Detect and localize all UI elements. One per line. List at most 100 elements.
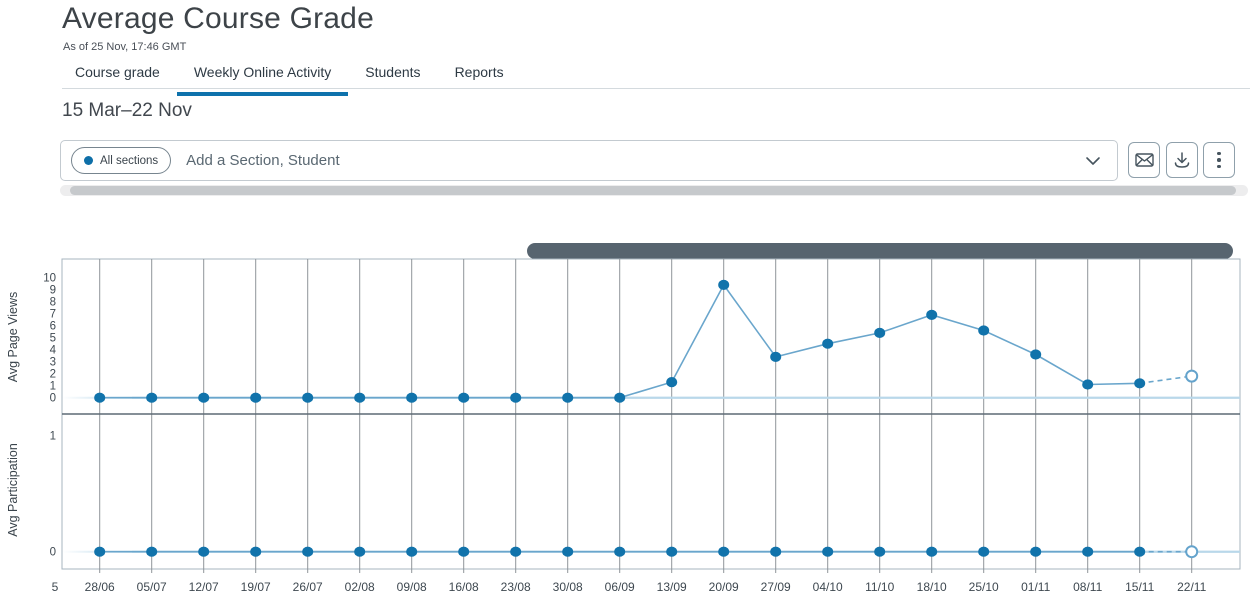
data-point (510, 392, 522, 403)
email-button[interactable] (1128, 142, 1160, 178)
data-point (458, 546, 470, 557)
data-point (458, 392, 470, 403)
data-point (926, 309, 938, 320)
y-tick-label: 3 (50, 357, 56, 369)
x-tick-label: 01/11 (1021, 580, 1050, 594)
x-tick-label: 04/10 (813, 580, 843, 594)
date-range-heading: 15 Mar–22 Nov (62, 100, 192, 121)
x-tick-label: 13/09 (657, 580, 687, 594)
y-axis-title: Avg Page Views (6, 292, 20, 383)
data-point-open (1185, 545, 1199, 559)
charts-area: 0 1 2 3 4 5 6 7 8 9 10 Avg Page Views 0 1 Avg Particip… (0, 255, 1250, 602)
data-point (1030, 546, 1042, 557)
data-point (354, 546, 366, 557)
x-tick-label: 16/08 (449, 580, 479, 594)
y-tick-label: 10 (43, 273, 56, 285)
y-tick-label: 8 (50, 297, 56, 309)
data-point (718, 546, 730, 557)
plot-border-0 (61, 258, 1241, 415)
data-point (770, 546, 782, 557)
y-tick-label: 5 (50, 333, 56, 345)
x-tick-label: 22/11 (1177, 580, 1206, 594)
x-tick-label: 19/07 (241, 580, 271, 594)
tab-bar: Course grade Weekly Online Activity Stud… (58, 56, 521, 96)
y-axis-title: Avg Participation (6, 443, 20, 537)
x-tick-label: 05/07 (137, 580, 167, 594)
filter-search-input[interactable]: All sections Add a Section, Student (60, 140, 1118, 181)
data-point (406, 546, 418, 557)
tab-weekly-online-activity[interactable]: Weekly Online Activity (176, 56, 349, 96)
x-tick-label: 28/06 (85, 580, 115, 594)
data-point (1134, 378, 1146, 389)
data-point (1082, 379, 1094, 390)
y-tick-label: 6 (50, 321, 56, 333)
tab-course-grade[interactable]: Course grade (75, 64, 160, 80)
data-point (198, 392, 210, 403)
x-tick-label: 18/10 (917, 580, 947, 594)
y-tick-label: 1 (50, 431, 56, 443)
y-tick-label: 0 (50, 547, 56, 559)
data-point (562, 392, 574, 403)
as-of-timestamp: As of 25 Nov, 17:46 GMT (63, 41, 187, 53)
x-tick-label: 27/09 (761, 580, 791, 594)
x-tick-label: 08/11 (1073, 580, 1102, 594)
y-tick-label: 4 (50, 345, 57, 357)
tab-students[interactable]: Students (365, 64, 421, 80)
x-tick-label: 06/09 (605, 580, 635, 594)
data-point (146, 546, 158, 557)
y-tick-label: 9 (50, 285, 56, 297)
data-point (302, 392, 314, 403)
data-point (614, 546, 626, 557)
data-point (822, 338, 834, 349)
data-point (406, 392, 418, 403)
data-point-open (1185, 369, 1199, 383)
x-tick-label: 15/11 (1125, 580, 1154, 594)
kebab-menu-icon (1217, 151, 1221, 169)
download-button[interactable] (1166, 142, 1198, 178)
data-point (770, 351, 782, 362)
series-line-dashed (1139, 375, 1192, 385)
data-point (822, 546, 834, 557)
y-tick-label: 1 (50, 381, 56, 393)
data-point (198, 546, 210, 557)
data-point (926, 546, 938, 557)
download-icon (1174, 151, 1190, 168)
plot-border-1 (61, 413, 1241, 570)
data-point (1134, 546, 1146, 557)
x-tick-label: 12/07 (189, 580, 219, 594)
data-point (94, 546, 106, 557)
all-sections-chip[interactable]: All sections (71, 147, 172, 174)
data-point (354, 392, 366, 403)
x-tick-label: 30/08 (553, 580, 583, 594)
data-point (562, 546, 574, 557)
envelope-icon (1134, 153, 1154, 167)
data-point (146, 392, 158, 403)
chip-label: All sections (100, 154, 159, 167)
chart-scrollbar-thumb[interactable] (527, 243, 1233, 259)
chevron-down-icon[interactable] (1085, 154, 1101, 168)
filter-scrollbar-track[interactable] (60, 185, 1248, 196)
data-point (666, 546, 678, 557)
data-point (614, 392, 626, 403)
data-point (510, 546, 522, 557)
x-tick-label-clipped: 5 (52, 580, 59, 594)
filter-scrollbar-thumb[interactable] (70, 186, 1236, 195)
more-options-button[interactable] (1203, 142, 1235, 178)
y-tick-label: 7 (50, 309, 56, 321)
data-point (874, 327, 886, 338)
data-point (1030, 349, 1042, 360)
y-tick-label: 2 (50, 369, 56, 381)
data-point (302, 546, 314, 557)
y-tick-label: 0 (50, 393, 56, 405)
x-tick-label: 09/08 (397, 580, 427, 594)
data-point (250, 392, 262, 403)
x-tick-label: 26/07 (293, 580, 323, 594)
tabs-divider (62, 88, 1250, 89)
section-color-dot-icon (84, 156, 93, 165)
data-point (978, 546, 990, 557)
data-point (1082, 546, 1094, 557)
x-tick-label: 11/10 (865, 580, 894, 594)
tab-reports[interactable]: Reports (454, 64, 504, 80)
